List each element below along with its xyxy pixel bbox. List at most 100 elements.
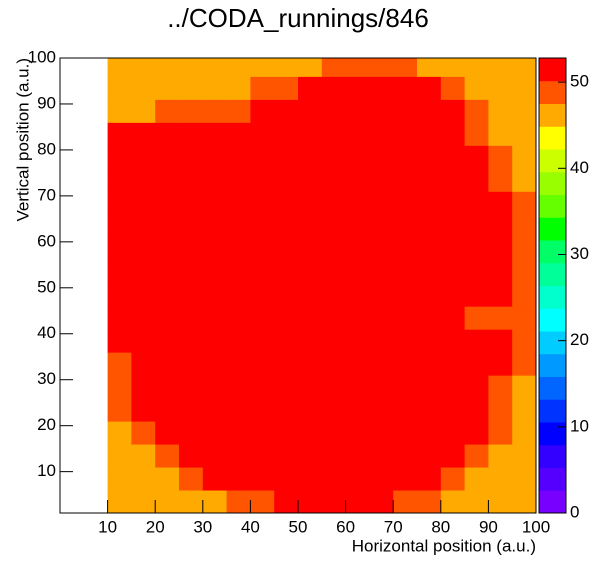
cell <box>107 283 132 307</box>
cell <box>250 58 275 77</box>
cell <box>274 375 299 399</box>
cell <box>321 398 347 422</box>
cell <box>369 76 394 100</box>
cell <box>250 283 275 307</box>
cell <box>274 467 299 491</box>
cell <box>393 352 418 376</box>
cell <box>179 191 204 215</box>
cell <box>417 283 442 307</box>
cell <box>369 260 394 284</box>
cell <box>226 99 251 123</box>
cell <box>155 260 180 284</box>
cell <box>464 375 489 399</box>
cell <box>345 306 370 330</box>
cell <box>417 398 442 422</box>
cell <box>202 168 228 192</box>
cell <box>274 306 299 330</box>
cell <box>179 76 204 100</box>
y-tick-label: 80 <box>37 139 56 158</box>
cell <box>274 214 299 238</box>
cell <box>393 444 418 468</box>
cell <box>250 122 275 146</box>
cell <box>512 237 537 261</box>
cell <box>488 168 513 192</box>
cell <box>417 260 442 284</box>
cell <box>131 306 156 330</box>
cell <box>488 191 513 215</box>
cell <box>488 237 513 261</box>
cell <box>369 191 394 215</box>
cell <box>488 375 513 399</box>
x-tick-label: 40 <box>241 517 260 536</box>
cell <box>155 444 180 468</box>
cell <box>226 306 251 330</box>
cell <box>250 145 275 169</box>
cell <box>488 467 513 491</box>
cell <box>179 145 204 169</box>
cell <box>512 99 537 123</box>
cell <box>417 122 442 146</box>
cell <box>250 306 275 330</box>
x-tick-label: 100 <box>522 517 550 536</box>
cell <box>202 352 228 376</box>
cell <box>202 122 228 146</box>
cell <box>155 329 180 353</box>
cell <box>440 260 466 284</box>
cell <box>131 122 156 146</box>
cell <box>179 421 204 445</box>
x-tick-label: 70 <box>384 517 403 536</box>
cell <box>512 283 537 307</box>
y-tick-label: 60 <box>37 231 56 250</box>
z-tick-label: 50 <box>570 72 589 91</box>
cell <box>179 122 204 146</box>
cell <box>512 122 537 146</box>
colorbar-band <box>539 444 566 468</box>
cell <box>464 421 489 445</box>
cell <box>321 76 347 100</box>
cell <box>345 444 370 468</box>
cell <box>393 99 418 123</box>
cell <box>464 398 489 422</box>
cell <box>369 237 394 261</box>
cell <box>155 214 180 238</box>
colorbar-band <box>539 308 566 332</box>
cell <box>131 421 156 445</box>
cell <box>298 329 323 353</box>
cell <box>393 214 418 238</box>
cell <box>131 76 156 100</box>
cell <box>345 168 370 192</box>
cell <box>226 191 251 215</box>
z-tick-label: 40 <box>570 158 589 177</box>
cell <box>179 283 204 307</box>
cell <box>131 375 156 399</box>
cell <box>131 398 156 422</box>
cell <box>274 191 299 215</box>
cell <box>321 375 347 399</box>
cell <box>226 375 251 399</box>
cell <box>155 398 180 422</box>
cell <box>250 191 275 215</box>
cell <box>345 191 370 215</box>
cell <box>274 490 299 514</box>
cell <box>464 467 489 491</box>
cell <box>298 398 323 422</box>
cell <box>393 375 418 399</box>
y-tick-label: 30 <box>37 369 56 388</box>
cell <box>107 122 132 146</box>
cell <box>440 237 466 261</box>
cell <box>345 99 370 123</box>
cell <box>393 145 418 169</box>
cell <box>512 398 537 422</box>
cell <box>345 283 370 307</box>
cell <box>440 168 466 192</box>
cell <box>250 168 275 192</box>
cell <box>131 260 156 284</box>
cell <box>321 352 347 376</box>
colorbar-band <box>539 58 566 82</box>
cell <box>512 375 537 399</box>
cell <box>440 375 466 399</box>
cell <box>512 329 537 353</box>
cell <box>298 260 323 284</box>
cell <box>202 76 228 100</box>
cell <box>107 168 132 192</box>
